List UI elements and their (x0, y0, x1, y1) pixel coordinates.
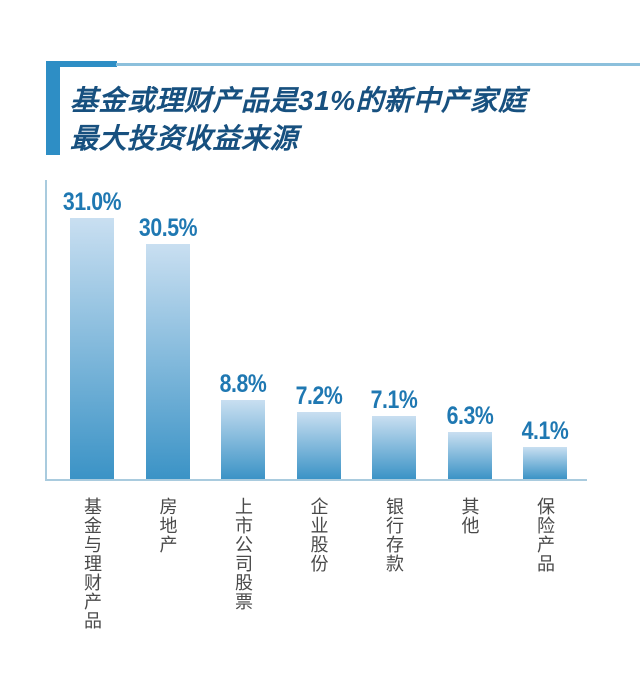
value-label-6: 6.3% (446, 402, 493, 430)
bar-5 (372, 416, 416, 479)
category-label-1: 基金与理财产品 (82, 497, 102, 630)
y-axis-line (45, 180, 47, 481)
value-label-1: 31.0% (62, 188, 122, 216)
category-label-5: 银行存款 (384, 497, 404, 573)
chart-title-line1: 基金或理财产品是31%的新中产家庭 (70, 85, 527, 116)
bar-6 (447, 432, 492, 479)
bar-2 (145, 244, 190, 479)
bar-4 (296, 412, 341, 479)
value-label-7: 4.1% (521, 417, 569, 445)
title-accent-vertical-bar (46, 61, 60, 155)
category-label-6: 其他 (459, 497, 480, 535)
chart-title-line2: 最大投资收益来源 (70, 123, 299, 154)
header-rule-line (116, 63, 640, 66)
value-label-3: 8.8% (219, 370, 267, 398)
category-label-4: 企业股份 (308, 497, 329, 573)
category-label-2: 房地产 (157, 497, 178, 554)
title-accent-horizontal-bar (46, 61, 117, 67)
chart-title: 基金或理财产品是31%的新中产家庭 最大投资收益来源 (70, 82, 527, 158)
value-label-2: 30.5% (138, 214, 197, 242)
category-label-7: 保险产品 (535, 497, 555, 573)
bar-1 (70, 218, 114, 479)
x-axis-baseline (45, 479, 587, 481)
bar-7 (523, 447, 567, 479)
value-label-4: 7.2% (295, 382, 342, 410)
bar-3 (221, 400, 265, 479)
category-label-3: 上市公司股票 (233, 497, 253, 611)
value-label-5: 7.1% (370, 386, 418, 414)
